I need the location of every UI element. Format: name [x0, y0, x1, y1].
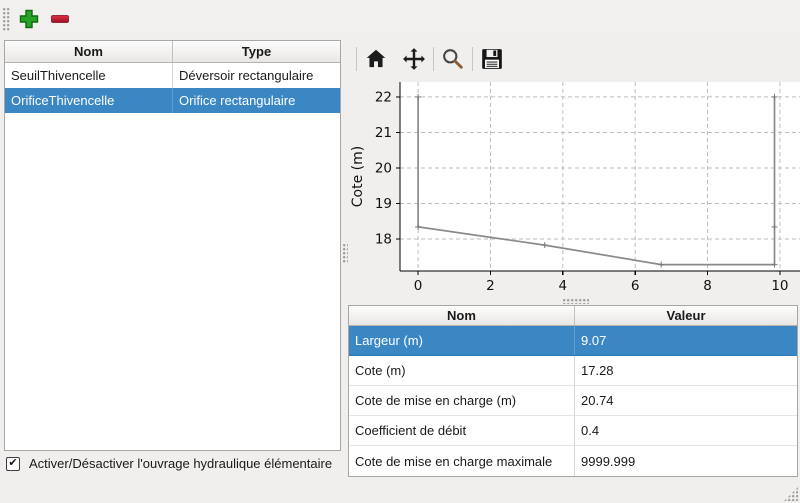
- check-icon: ✔: [8, 457, 18, 469]
- property-value: 20.74: [581, 393, 614, 408]
- plot-home-button[interactable]: [362, 45, 390, 73]
- svg-text:10: 10: [771, 278, 788, 294]
- home-icon: [364, 47, 388, 71]
- property-row[interactable]: Coefficient de débit 0.4: [349, 416, 797, 446]
- svg-text:22: 22: [375, 89, 392, 105]
- header-nom[interactable]: Nom: [5, 41, 173, 62]
- property-name: Cote de mise en charge maximale: [349, 446, 575, 476]
- table-row-selected[interactable]: OrificeThivencelle Orifice rectangulaire: [5, 88, 340, 113]
- splitter-grip-icon: [563, 299, 589, 304]
- svg-text:6: 6: [631, 278, 640, 294]
- property-row-selected[interactable]: Largeur (m) 9.07: [349, 326, 797, 356]
- add-structure-button[interactable]: [17, 7, 41, 31]
- toolbar-separator: [472, 47, 473, 71]
- header-valeur[interactable]: Valeur: [666, 308, 706, 323]
- header-type[interactable]: Type: [241, 44, 272, 59]
- property-row[interactable]: Cote de mise en charge maximale 9999.999: [349, 446, 797, 476]
- property-row[interactable]: Cote (m) 17.28: [349, 356, 797, 386]
- svg-text:18: 18: [375, 232, 392, 248]
- plot-toolbar: [350, 40, 800, 78]
- plot-save-button[interactable]: [478, 45, 506, 73]
- remove-structure-button[interactable]: [48, 7, 72, 31]
- svg-text:2: 2: [486, 278, 495, 294]
- svg-text:20: 20: [375, 160, 392, 176]
- header-nom[interactable]: Nom: [349, 306, 575, 325]
- property-value: 0.4: [581, 423, 600, 438]
- svg-text:0: 0: [414, 278, 423, 294]
- status-bar: [0, 483, 800, 503]
- cell-nom: SeuilThivencelle: [5, 63, 173, 88]
- cell-type: Orifice rectangulaire: [179, 93, 296, 108]
- svg-text:8: 8: [703, 278, 712, 294]
- magnifier-icon: [441, 47, 465, 71]
- toolbar-separator: [356, 47, 357, 71]
- property-value: 9.07: [581, 333, 607, 348]
- plus-icon: [18, 8, 40, 30]
- property-name: Cote (m): [349, 356, 575, 385]
- properties-table-header: Nom Valeur: [349, 306, 797, 326]
- activate-checkbox[interactable]: ✔: [6, 456, 20, 471]
- resize-grip[interactable]: [784, 487, 798, 501]
- activate-structure-checkbox-row: ✔ Activer/Désactiver l'ouvrage hydrauliq…: [6, 456, 332, 471]
- cell-type: Déversoir rectangulaire: [179, 68, 314, 83]
- main-toolbar: [0, 0, 800, 38]
- property-value: 9999.999: [581, 453, 636, 469]
- minus-icon: [49, 8, 71, 30]
- save-floppy-icon: [480, 47, 504, 71]
- svg-text:19: 19: [375, 196, 392, 212]
- property-name: Cote de mise en charge (m): [349, 386, 575, 415]
- pan-move-icon: [402, 47, 426, 71]
- plot-zoom-button[interactable]: [439, 45, 467, 73]
- property-row[interactable]: Cote de mise en charge (m) 20.74: [349, 386, 797, 416]
- splitter-grip-icon: [343, 244, 348, 264]
- structures-table: Nom Type SeuilThivencelle Déversoir rect…: [4, 40, 341, 451]
- structures-table-header: Nom Type: [5, 41, 340, 63]
- profile-chart[interactable]: 0 2 4 6 8 10 18 19 20 21 22 Cote (m): [350, 78, 800, 302]
- properties-table: Nom Valeur Largeur (m) 9.07 Cote (m) 17.…: [348, 305, 798, 477]
- activate-checkbox-label: Activer/Désactiver l'ouvrage hydraulique…: [29, 456, 333, 471]
- svg-text:21: 21: [375, 125, 392, 141]
- plot-pan-button[interactable]: [400, 45, 428, 73]
- table-row[interactable]: SeuilThivencelle Déversoir rectangulaire: [5, 63, 340, 88]
- svg-text:Cote (m): Cote (m): [350, 146, 366, 207]
- property-name: Coefficient de débit: [349, 416, 575, 445]
- toolbar-separator: [433, 47, 434, 71]
- toolbar-drag-handle[interactable]: [3, 8, 10, 31]
- svg-text:4: 4: [559, 278, 568, 294]
- vertical-splitter[interactable]: [342, 40, 349, 477]
- property-name: Largeur (m): [349, 326, 575, 355]
- horizontal-splitter[interactable]: [350, 298, 798, 305]
- cell-nom: OrificeThivencelle: [5, 88, 173, 113]
- property-value: 17.28: [581, 363, 614, 378]
